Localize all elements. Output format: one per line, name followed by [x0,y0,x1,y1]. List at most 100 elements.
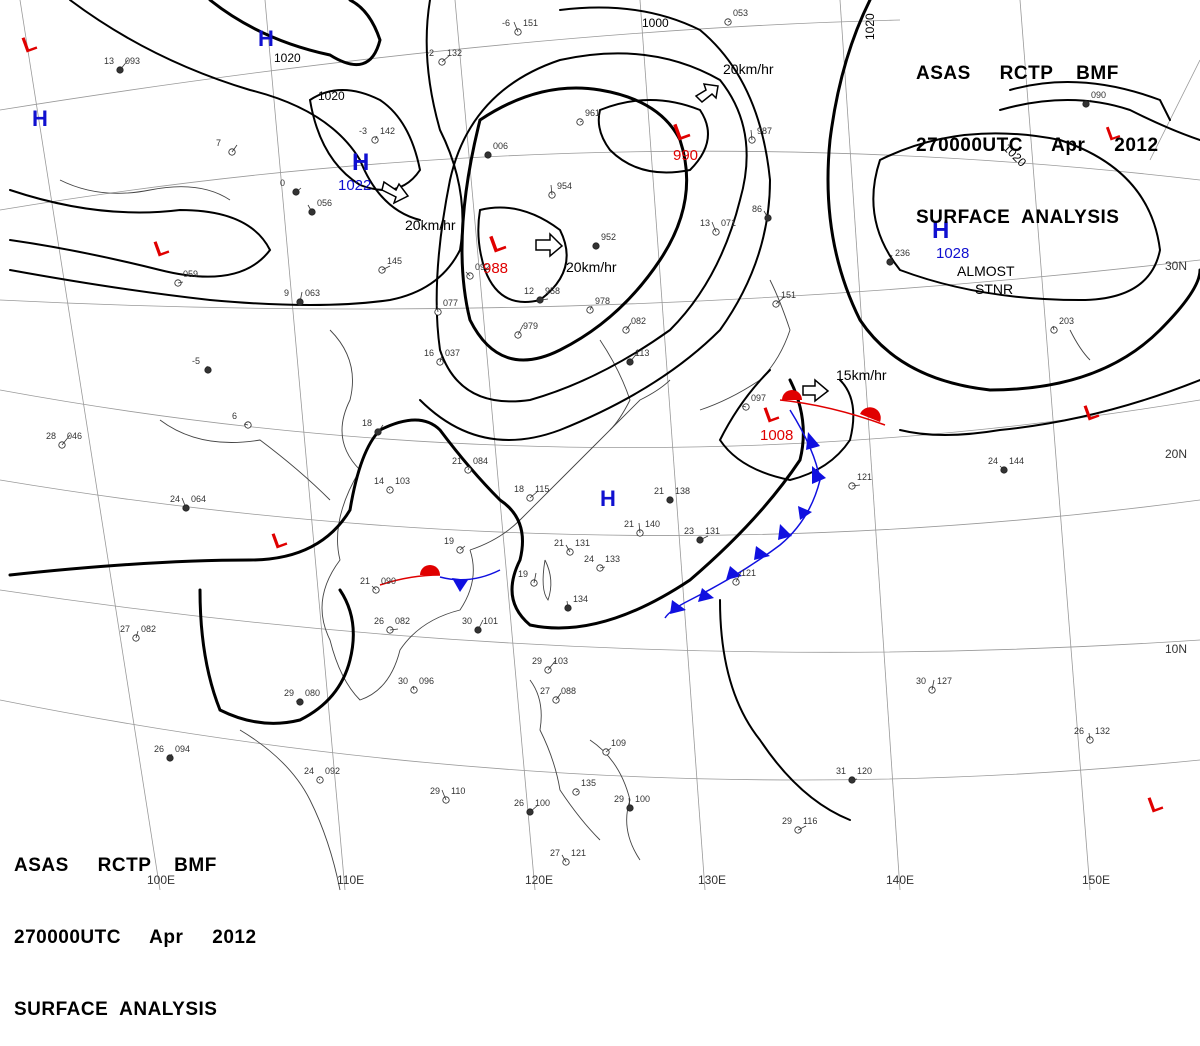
station-plot: 24 133 [584,554,620,572]
station-pressure: 144 [1009,456,1024,466]
station-pressure: 151 [781,290,796,300]
wind-barb [374,135,378,141]
station-temperature: 26 [154,744,164,754]
station-plot: 6 [232,411,252,429]
wind-barb [295,187,302,193]
graticule-labels: 100E 110E 120E 130E 140E 150E 30N 20N 10… [147,259,1187,887]
station-pressure: 138 [675,486,690,496]
station-plot: 082 [622,316,646,334]
wind-barb [377,424,384,433]
station-temperature: 23 [684,526,694,536]
wind-barb [735,571,742,583]
station-temperature: 18 [514,484,524,494]
station-pressure: 113 [635,348,649,358]
station-plot: 28 046 [46,431,82,449]
station-pressure: 987 [757,126,772,136]
station-pressure: 071 [721,218,736,228]
station-temperature: 6 [232,411,237,421]
station-plot: 23 131 [684,526,720,544]
station-pressure: 116 [803,816,817,826]
isobar-label: 1020 [863,13,877,40]
station-plot: 86 [752,204,772,222]
station-plot: 13 071 [700,218,736,236]
pressure-value: 1022 [338,177,371,194]
pressure-system-symbol: H [32,106,48,131]
wind-barb [669,498,673,501]
station-plot: 18 [362,418,384,436]
movement-label: 20km/hr [405,217,456,233]
wind-barb [307,204,313,213]
wind-barb [579,120,583,123]
station-plot: 18 115 [514,484,549,502]
wind-barb [741,405,747,408]
station-pressure: 064 [191,494,206,504]
station-pressure: 952 [601,232,616,242]
movement-arrow [694,83,719,104]
station-plot: 092 [465,262,490,280]
station-plot: 135 [572,778,596,796]
station-temperature: 24 [304,766,314,776]
station-plot: 979 [514,321,538,339]
station-plot: 30 096 [398,676,434,694]
wind-barb [371,585,377,591]
wind-barb [625,322,632,331]
station-pressure: 063 [305,288,320,298]
wind-barb [295,700,301,703]
wind-barb [599,566,606,569]
station-plot: -5 [192,356,212,374]
station-plot: 29 103 [532,656,568,674]
station-plot: 26 100 [514,798,550,816]
station-temperature: 21 [554,538,564,548]
station-plot: 134 [564,594,588,612]
wind-barb [699,535,709,541]
station-pressure: 046 [67,431,82,441]
station-pressure: 101 [483,616,498,626]
station-plot: 29 100 [614,794,650,812]
station-plot: 26 082 [374,616,410,634]
stationary-note: ALMOST STNR [957,263,1015,297]
lon-label: 150E [1082,873,1110,887]
wind-barb [889,254,893,263]
wind-barb [797,825,807,831]
station-pressure: 978 [595,296,610,306]
wind-barb [436,304,439,313]
station-plot: -6 151 [502,18,538,36]
wind-barb [565,544,571,553]
station-pressure: 134 [573,594,588,604]
wind-barb [851,484,861,487]
station-temperature: 14 [374,476,384,486]
station-temperature: 27 [550,848,560,858]
wind-barb [459,545,466,551]
movement-label: 20km/hr [566,259,617,275]
station-temperature: 31 [836,766,846,776]
movement-label: 15km/hr [836,367,887,383]
station-pressure: 127 [937,676,952,686]
map-title-bottom: ASAS RCTP BMF 270000UTC Apr 2012 SURFACE… [14,806,257,1046]
station-plot: 21 131 [554,538,590,556]
station-pressure: 979 [523,321,538,331]
station-plot: 19 [518,569,538,587]
station-temperature: 26 [374,616,384,626]
wind-barb [181,497,187,509]
station-pressure: 121 [741,568,756,578]
graticule [0,0,1200,891]
wind-barb [513,21,519,33]
station-pressure: 100 [535,798,550,808]
station-temperature: 16 [424,348,434,358]
station-plot: 19 [444,536,466,554]
station-pressure: 093 [125,56,140,66]
pressure-system-symbol: H [932,217,949,244]
station-pressure: 115 [535,484,549,494]
lon-label: 110E [337,873,364,887]
title-line: 270000UTC Apr 2012 [916,135,1159,156]
station-plot: 30 101 [462,616,498,634]
station-temperature: 27 [120,624,130,634]
station-temperature: 27 [540,686,550,696]
station-plot: 121 [848,472,872,490]
wind-barb [477,619,484,631]
station-pressure: 006 [493,141,508,151]
wind-barb [561,854,567,863]
wind-barb [550,184,553,196]
lat-label: 10N [1165,642,1187,656]
station-pressure: 084 [473,456,488,466]
